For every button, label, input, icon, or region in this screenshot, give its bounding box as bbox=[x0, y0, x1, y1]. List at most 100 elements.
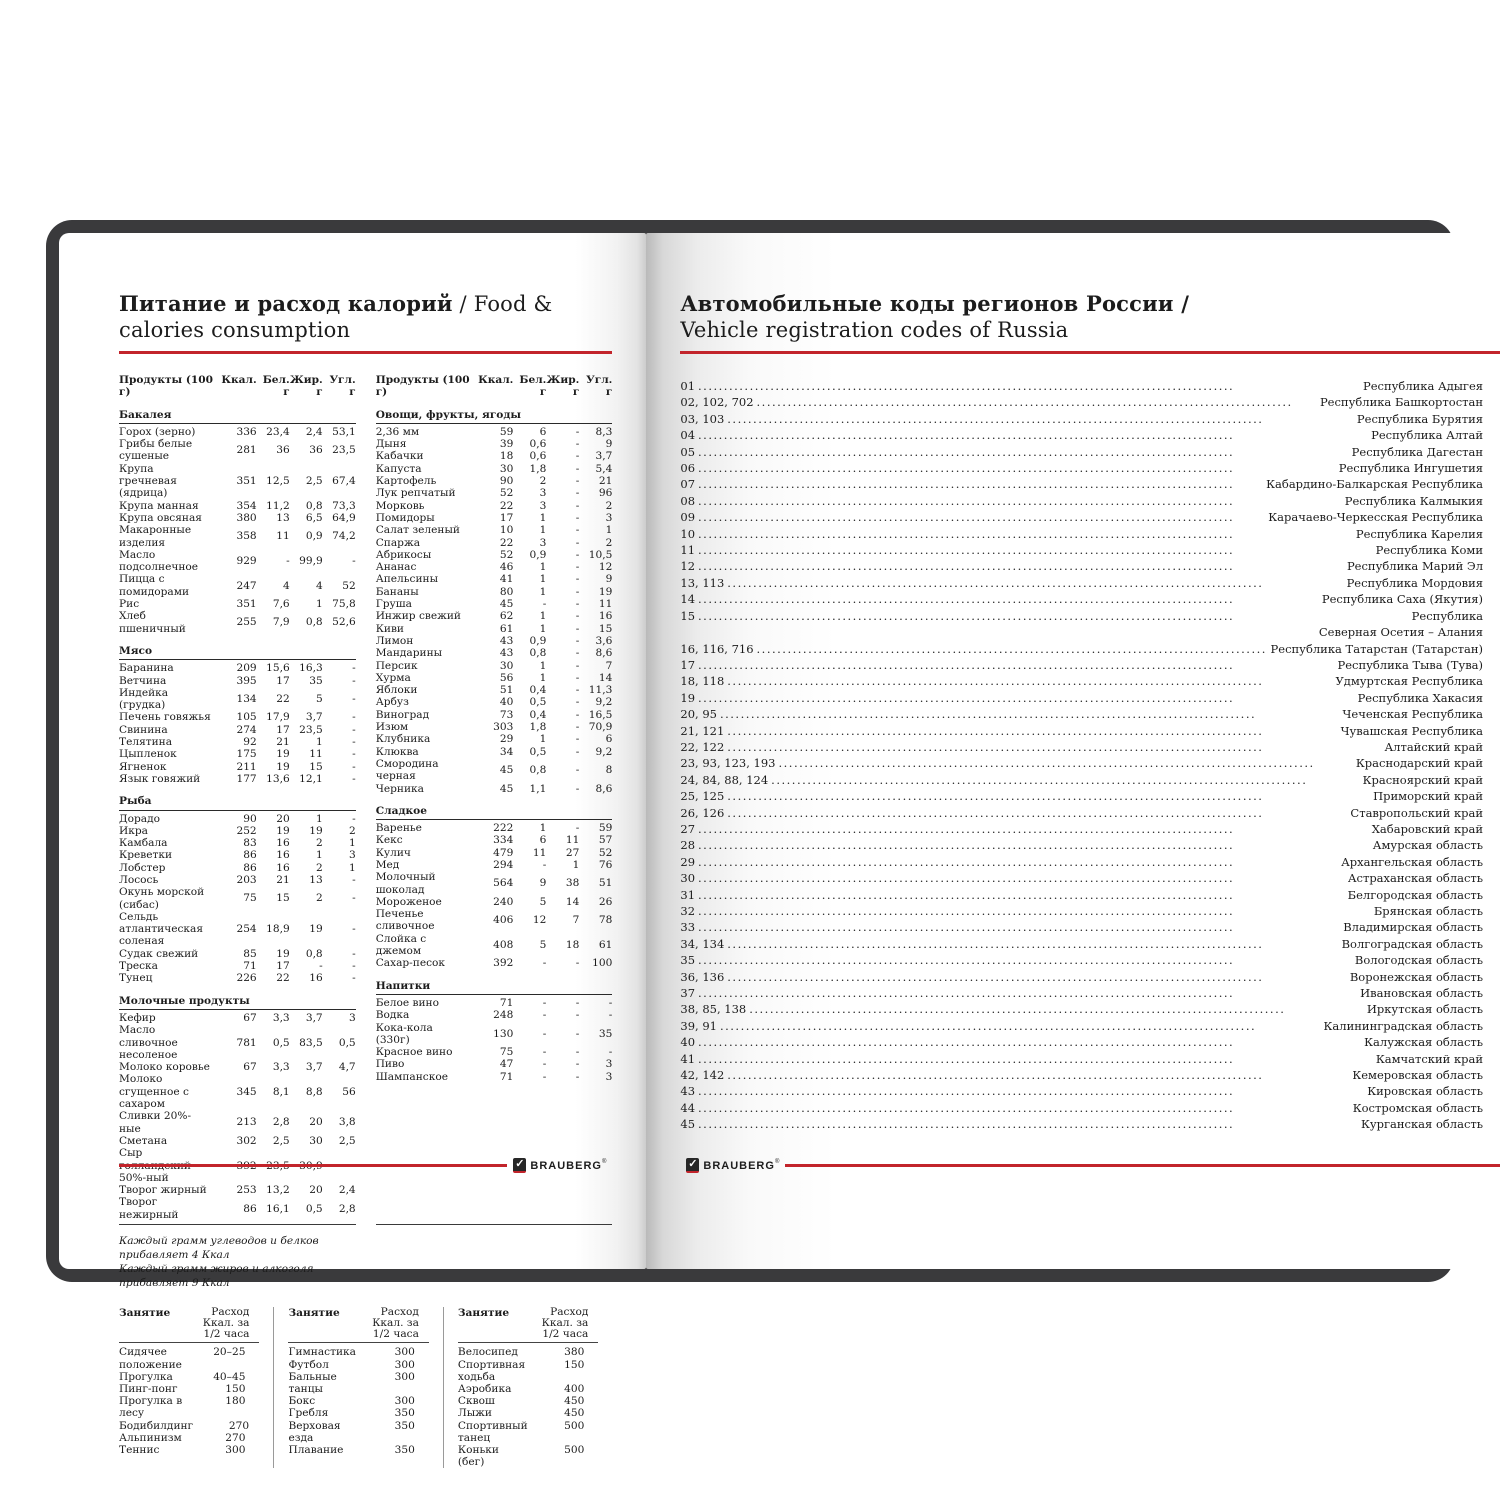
food-kcal: 254 bbox=[236, 923, 257, 936]
food-name: Шампанское bbox=[375, 1070, 448, 1083]
food-carb: 3,7 bbox=[595, 450, 613, 463]
food-protein: 1,1 bbox=[529, 782, 547, 795]
region-code: 39, 91 bbox=[680, 1018, 717, 1033]
food-fat: 19 bbox=[309, 824, 323, 837]
activity-header: Занятие Расход Ккал. за 1/2 часа bbox=[457, 1307, 599, 1344]
food-carb: 53,1 bbox=[332, 425, 356, 438]
food-row: Масло подсолнечное 929-99,9- bbox=[119, 549, 356, 574]
food-kcal: 781 bbox=[236, 1036, 257, 1049]
food-protein: 7,9 bbox=[272, 616, 290, 629]
region-code: 31 bbox=[680, 887, 696, 902]
dot-leader bbox=[720, 1018, 1321, 1034]
food-kcal: 29 bbox=[499, 733, 514, 746]
region-entry: 09 Карачаево-Черкесская Республика bbox=[680, 509, 1483, 525]
dot-leader bbox=[757, 641, 1268, 657]
food-fat: 0,9 bbox=[305, 530, 323, 543]
food-protein: 3 bbox=[539, 487, 547, 500]
food-name: Варенье bbox=[375, 822, 422, 835]
region-name: Красноярский край bbox=[1362, 772, 1484, 787]
food-kcal: 56 bbox=[499, 671, 514, 684]
food-kcal: 43 bbox=[499, 634, 514, 647]
region-code: 05 bbox=[680, 444, 696, 459]
food-name: Апельсины bbox=[375, 573, 439, 586]
food-protein: 4 bbox=[282, 579, 290, 592]
food-protein: 17 bbox=[276, 723, 290, 736]
region-name: Камчатский край bbox=[1375, 1051, 1484, 1066]
food-row: Дорадо 90 20 1 - bbox=[119, 813, 356, 825]
food-kcal: 71 bbox=[243, 960, 257, 973]
food-kcal: 62 bbox=[499, 610, 514, 623]
food-header-col: Угл. г bbox=[329, 374, 356, 399]
region-name: Республика Дагестан bbox=[1351, 444, 1484, 459]
food-row: Хурма 56 1 - 14 bbox=[376, 672, 613, 684]
region-entry: 10 Республика Карелия bbox=[680, 526, 1483, 542]
food-row: Макаронные изделия 358 11 0,9 74,2 bbox=[119, 524, 356, 549]
food-row: Капуста 30 1,8 - 5,4 bbox=[376, 463, 613, 475]
food-kcal: 67 bbox=[243, 1011, 257, 1024]
region-entry: 41 Камчатский край bbox=[680, 1051, 1483, 1067]
region-codes-list: 01 Республика Адыгея 02, 102, 702 Республик… bbox=[680, 378, 1500, 1133]
food-carb: 64,9 bbox=[332, 511, 356, 524]
food-fat: - bbox=[575, 462, 580, 475]
food-row: Лимон 43 0,9 - 3,6 bbox=[376, 635, 613, 647]
region-code: 33 bbox=[680, 920, 696, 935]
food-name: Арбуз bbox=[375, 696, 409, 709]
food-kcal: 22 bbox=[499, 499, 514, 512]
food-kcal: 45 bbox=[499, 598, 514, 611]
region-entry: 28 Амурская область bbox=[680, 837, 1483, 853]
region-name: Иркутская область bbox=[1366, 1002, 1484, 1017]
food-row: Пицца с помидорами 247 4 4 52 bbox=[119, 573, 356, 598]
food-name: Окунь морской (сибас) bbox=[119, 886, 205, 911]
food-row: Камбала 83 16 2 1 bbox=[119, 837, 356, 849]
food-name: Баранина bbox=[119, 662, 174, 675]
region-entry: 11 Республика Коми bbox=[680, 542, 1483, 558]
activity-row: Пинг-понг 150 bbox=[119, 1383, 259, 1395]
food-header-col: Жир. г bbox=[289, 374, 323, 399]
food-row: Арбуз 40 0,5 - 9,2 bbox=[376, 696, 613, 708]
food-kcal: 175 bbox=[236, 748, 257, 761]
activity-kcal: 500 bbox=[564, 1419, 585, 1432]
region-name: Ставропольский край bbox=[1350, 805, 1484, 820]
food-protein: - bbox=[542, 1009, 547, 1022]
region-entry: 25, 125 Приморский край bbox=[680, 788, 1483, 804]
food-kcal: 395 bbox=[236, 674, 257, 687]
region-code: 13, 113 bbox=[680, 575, 725, 590]
activity-row: Спортивная ходьба 150 bbox=[458, 1359, 598, 1383]
food-kcal: 80 bbox=[499, 585, 514, 598]
title-rule bbox=[680, 351, 1500, 354]
activity-kcal: 350 bbox=[394, 1419, 415, 1432]
activity-header: Занятие Расход Ккал. за 1/2 часа bbox=[288, 1307, 429, 1344]
food-fat: - bbox=[575, 475, 580, 488]
food-carb: 7 bbox=[605, 659, 613, 672]
food-row: Сахар-песок 392- -100 bbox=[376, 957, 613, 969]
food-name: Хурма bbox=[375, 671, 411, 684]
food-protein: 16 bbox=[276, 861, 290, 874]
food-protein: 2,8 bbox=[272, 1116, 290, 1129]
region-entry: 33 Владимирская область bbox=[680, 919, 1483, 935]
food-name: Капуста bbox=[375, 462, 422, 475]
food-header-product: Продукты (100 г) bbox=[119, 374, 213, 399]
food-carb: 8,6 bbox=[595, 782, 613, 795]
food-row: Крупа гречневая (ядрица) 351 12,5 2,5 67,4 bbox=[119, 463, 356, 500]
food-carb: - bbox=[352, 960, 356, 973]
food-carb: - bbox=[352, 662, 356, 675]
food-header-col: Ккал. bbox=[478, 374, 514, 386]
activity-kcal: 450 bbox=[564, 1407, 585, 1420]
right-title-russian: Автомобильные коды регионов России / bbox=[680, 291, 1190, 316]
food-fat: 16 bbox=[309, 972, 323, 985]
region-name: Республика Мордовия bbox=[1346, 575, 1484, 590]
dot-leader bbox=[698, 1034, 1361, 1050]
dot-leader bbox=[727, 739, 1381, 755]
food-row: Инжир свежий 62 1 - 16 bbox=[376, 610, 613, 622]
activity-name: Бокс bbox=[288, 1395, 316, 1408]
region-code: 01 bbox=[680, 379, 696, 393]
food-protein: 3 bbox=[539, 536, 547, 549]
region-entry: 23, 93, 123, 193 Краснодарский край bbox=[680, 755, 1483, 771]
region-entry: 31 Белгородская область bbox=[680, 887, 1483, 903]
dot-leader bbox=[698, 887, 1345, 903]
region-name: Владимирская область bbox=[1343, 920, 1484, 935]
food-kcal: 351 bbox=[236, 598, 257, 611]
food-fat: - bbox=[575, 425, 580, 438]
region-entry: 01 Республика Адыгея bbox=[680, 378, 1483, 394]
activity-row: Гребля 350 bbox=[288, 1407, 428, 1419]
